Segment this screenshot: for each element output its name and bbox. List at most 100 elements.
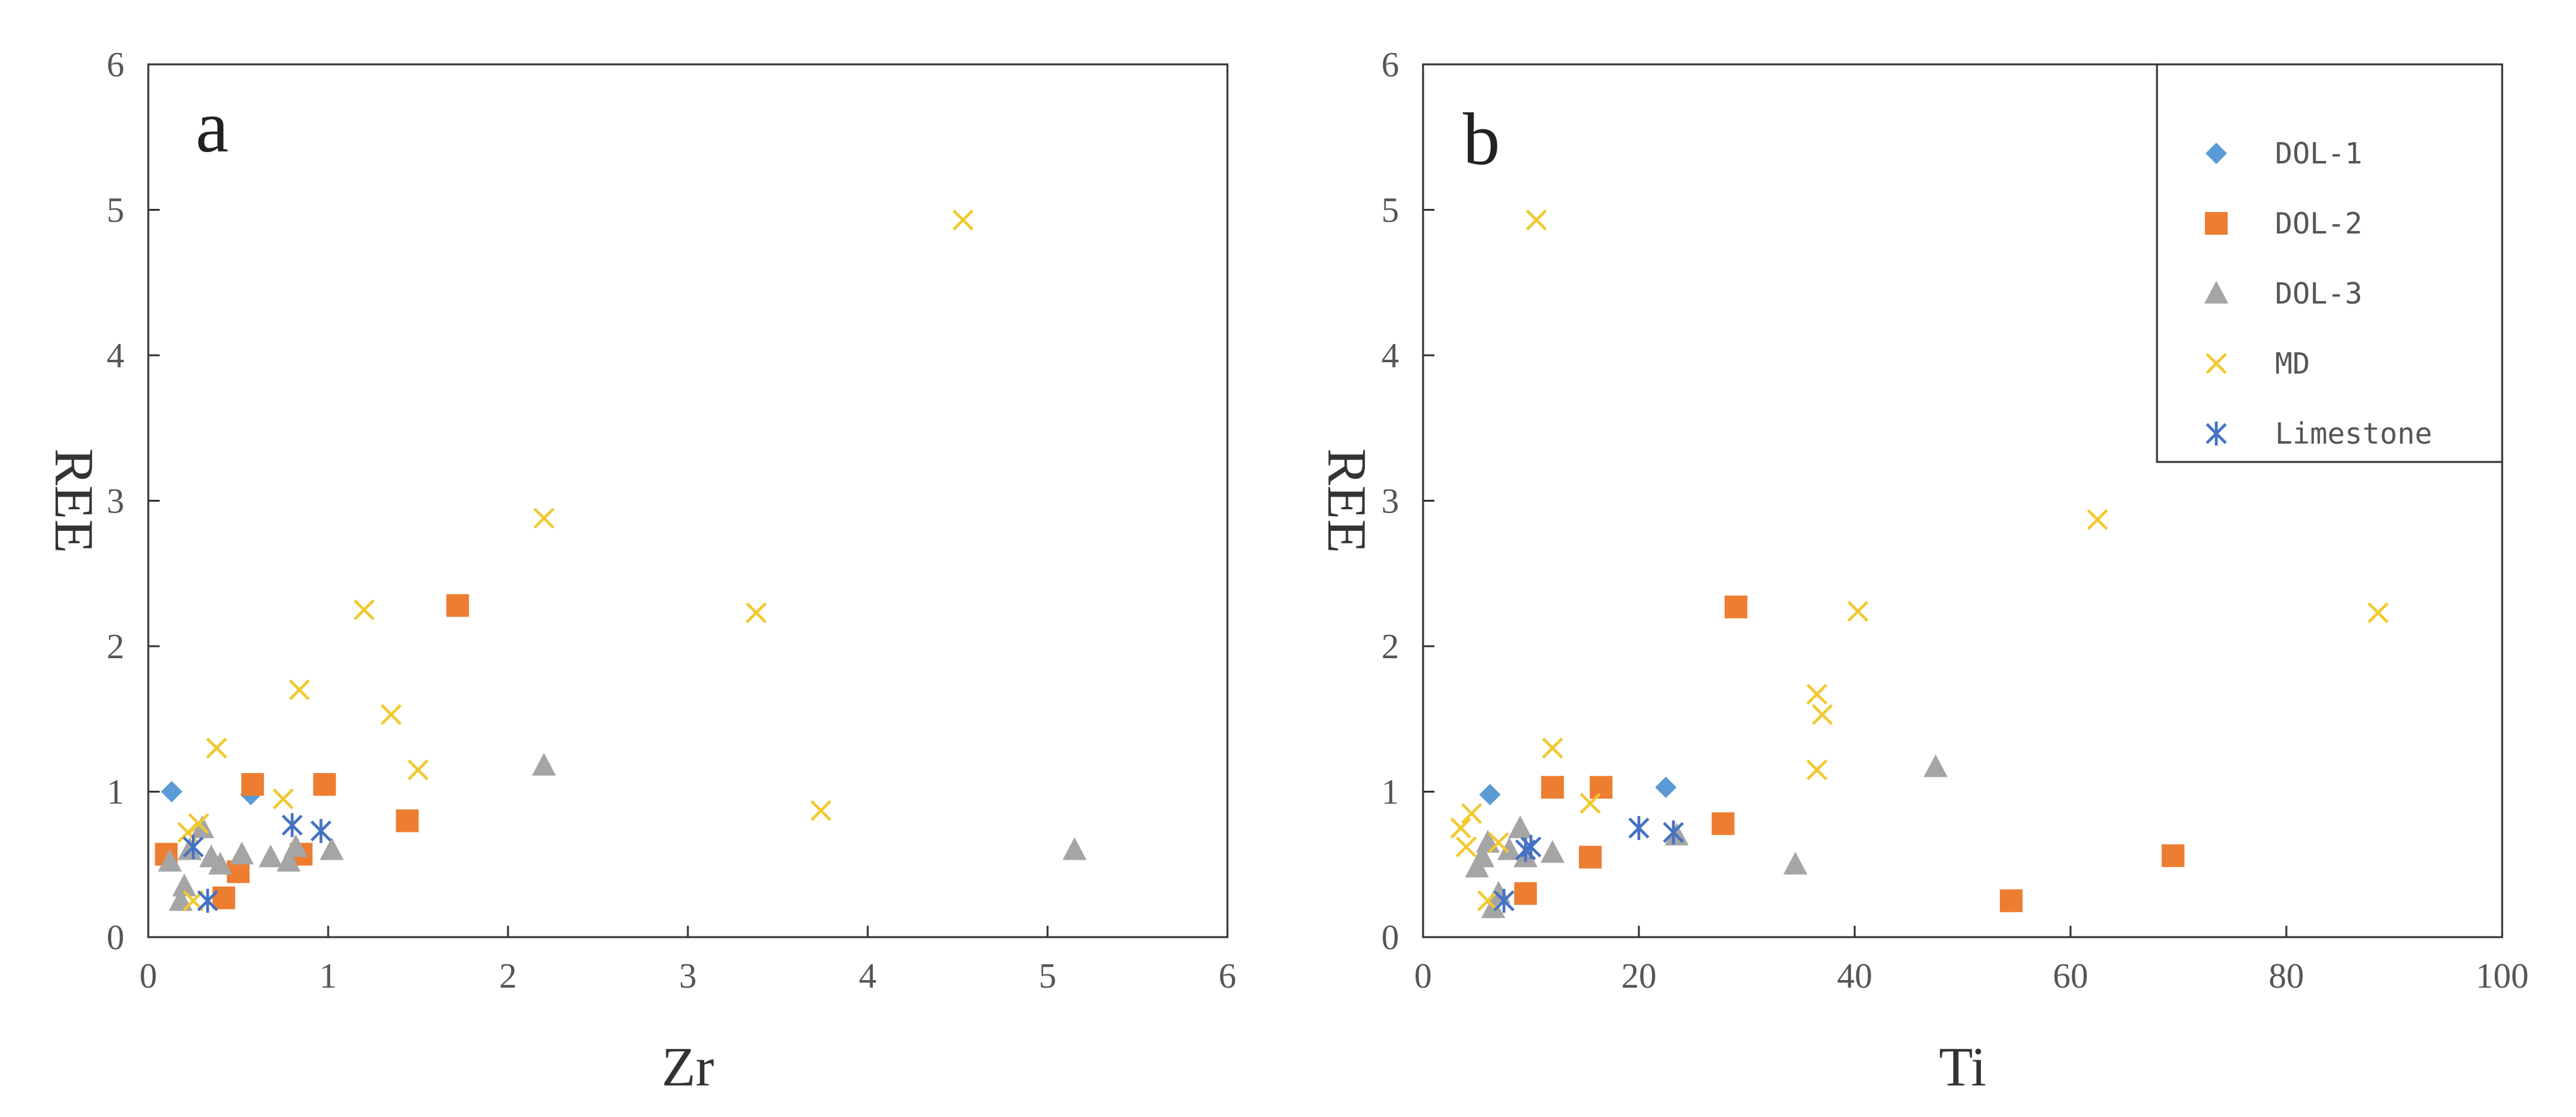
data-point: [206, 737, 227, 759]
data-point: [407, 759, 429, 781]
legend-label: DOL-3: [2275, 276, 2362, 310]
y-tick-label: 5: [107, 191, 124, 230]
data-point: [172, 873, 196, 897]
data-point: [158, 849, 182, 872]
x-tick-label: 0: [1414, 957, 1432, 996]
data-point: [381, 704, 402, 725]
data-point: [208, 851, 232, 875]
data-point: [1542, 737, 1563, 759]
data-point: [1062, 837, 1087, 860]
y-tick-label: 3: [1381, 482, 1399, 521]
data-point: [2161, 844, 2185, 867]
data-point: [182, 835, 204, 860]
legend-marker-dol-2: [2205, 212, 2228, 235]
data-point: [353, 599, 375, 620]
y-axis-title: REE: [1316, 448, 1377, 553]
x-tick-label: 4: [859, 957, 877, 996]
x-tick-label: 60: [2053, 957, 2088, 996]
y-tick-label: 1: [1381, 773, 1399, 812]
series-dol-2: [1514, 595, 2185, 913]
y-tick-label: 5: [1381, 191, 1399, 230]
legend-item-dol-2: DOL-2: [2205, 206, 2362, 240]
chart-panel-a: 0 1 2 3 4 5 6 0 1 2 3 4 5 6 Zr REE a: [43, 45, 1236, 1098]
data-point: [1711, 812, 1735, 836]
legend: DOL-1 DOL-2 DOL-3 MD Limestone: [2156, 63, 2503, 463]
data-point: [1540, 840, 1565, 863]
data-point: [258, 844, 283, 868]
series-dol-2: [155, 594, 470, 909]
x-tick-label: 20: [1621, 957, 1657, 996]
data-point: [2367, 602, 2389, 624]
data-point: [1663, 820, 1684, 845]
y-tick-label: 0: [107, 918, 124, 957]
legend-label: DOL-1: [2275, 136, 2362, 170]
data-point: [1628, 816, 1650, 841]
legend-marker-limestone: [2206, 422, 2227, 446]
data-point: [1590, 776, 1613, 799]
data-point: [1655, 776, 1677, 798]
y-tick-label: 6: [107, 45, 124, 85]
data-point: [1493, 889, 1515, 913]
data-point: [1488, 832, 1510, 853]
data-point: [241, 772, 264, 796]
data-point: [1508, 815, 1532, 839]
data-point: [161, 781, 183, 803]
panel-label: b: [1463, 98, 1500, 180]
data-point: [1514, 882, 1537, 905]
data-point: [1525, 210, 1547, 231]
data-point: [1450, 817, 1472, 839]
data-point: [1999, 889, 2023, 913]
legend-marker-dol-3: [2204, 281, 2228, 304]
y-tick-label: 2: [1381, 627, 1399, 666]
x-tick-label: 6: [1219, 957, 1236, 996]
data-point: [446, 594, 470, 617]
panel-label: a: [196, 85, 228, 168]
plot-frame: [147, 63, 1229, 938]
data-point: [276, 849, 301, 872]
data-point: [533, 507, 555, 529]
data-point: [288, 679, 310, 700]
legend-item-dol-1: DOL-1: [2206, 136, 2362, 170]
data-point: [283, 834, 308, 858]
data-point: [1461, 803, 1482, 824]
x-tick-label: 100: [2476, 957, 2529, 996]
series-dol-1: [1479, 776, 1677, 806]
data-point: [281, 813, 303, 837]
legend-item-dol-3: DOL-3: [2204, 276, 2362, 310]
data-point: [273, 788, 294, 810]
data-point: [1724, 595, 1747, 618]
y-tick-label: 1: [107, 773, 124, 812]
data-point: [745, 602, 767, 624]
data-point: [1806, 759, 1828, 781]
x-tick-label: 2: [499, 957, 517, 996]
legend-item-md: MD: [2206, 346, 2310, 381]
data-point: [230, 841, 254, 865]
x-tick-label: 5: [1039, 957, 1056, 996]
data-point: [1847, 601, 1869, 622]
y-tick-label: 3: [107, 482, 124, 521]
legend-box: [2156, 63, 2503, 463]
x-tick-label: 40: [1837, 957, 1872, 996]
x-tick-label: 1: [319, 957, 337, 996]
x-tick-label: 80: [2269, 957, 2304, 996]
series-md: [1450, 210, 2389, 911]
data-point: [188, 813, 210, 834]
y-tick-label: 2: [107, 627, 124, 666]
data-point: [1812, 704, 1833, 725]
legend-label: Limestone: [2275, 417, 2432, 451]
legend-marker-md: [2206, 353, 2227, 374]
data-point: [1580, 793, 1601, 814]
legend-item-limestone: Limestone: [2206, 417, 2432, 451]
y-tick-label: 4: [107, 336, 124, 375]
y-tick-label: 6: [1381, 45, 1399, 85]
data-point: [1923, 754, 1948, 777]
series-limestone: [182, 813, 332, 913]
series-dol-3: [1465, 754, 1948, 918]
data-point: [952, 210, 974, 231]
data-point: [310, 819, 332, 843]
data-point: [810, 800, 832, 822]
chart-panel-b: 0 20 40 60 80 100 0 1 2 3 4 5 6 Ti REE b: [1316, 45, 2529, 1098]
data-point: [168, 888, 193, 911]
x-tick-label: 3: [679, 957, 697, 996]
